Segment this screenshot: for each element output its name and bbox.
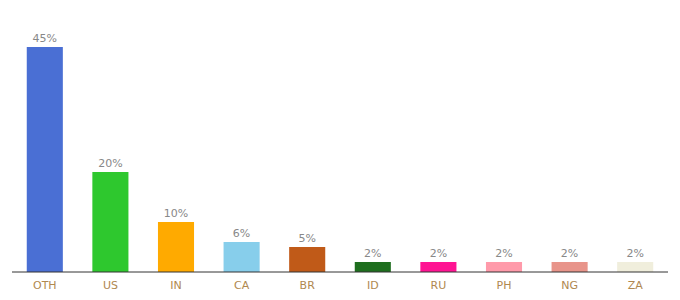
- x-tick-label: OTH: [33, 279, 57, 292]
- data-label: 6%: [233, 227, 250, 240]
- data-label: 2%: [495, 247, 512, 260]
- x-tick-label: ID: [367, 279, 379, 292]
- bar: [420, 262, 456, 272]
- data-label: 2%: [430, 247, 447, 260]
- x-tick-labels: OTH US IN CA BR ID RU PH NG ZA: [33, 279, 643, 292]
- chart-container: 45% 20% 10% 6% 5% 2% 2% 2% 2% 2% OTH US IN CA BR ID RU PH…: [0, 0, 680, 300]
- bars: [27, 47, 653, 272]
- data-label: 10%: [164, 207, 188, 220]
- x-axis-line: [12, 272, 668, 273]
- x-tick-label: IN: [170, 279, 181, 292]
- data-label: 2%: [626, 247, 643, 260]
- data-label: 45%: [33, 32, 57, 45]
- x-tick-label: ZA: [628, 279, 644, 292]
- bar: [224, 242, 260, 272]
- x-tick-label: NG: [561, 279, 578, 292]
- x-tick-label: CA: [234, 279, 250, 292]
- x-tick-label: BR: [300, 279, 316, 292]
- bar: [289, 247, 325, 272]
- data-labels: 45% 20% 10% 6% 5% 2% 2% 2% 2% 2%: [33, 32, 644, 260]
- bar: [92, 172, 128, 272]
- chart: 45% 20% 10% 6% 5% 2% 2% 2% 2% 2% OTH US IN CA BR ID RU PH…: [0, 0, 680, 300]
- x-tick-label: US: [103, 279, 118, 292]
- bar: [27, 47, 63, 272]
- data-label: 2%: [561, 247, 578, 260]
- x-tick-label: RU: [431, 279, 447, 292]
- x-tick-label: PH: [497, 279, 512, 292]
- bar: [617, 262, 653, 272]
- bar: [355, 262, 391, 272]
- bar: [486, 262, 522, 272]
- bar: [552, 262, 588, 272]
- data-label: 20%: [98, 157, 122, 170]
- bar: [158, 222, 194, 272]
- data-label: 2%: [364, 247, 381, 260]
- data-label: 5%: [298, 232, 315, 245]
